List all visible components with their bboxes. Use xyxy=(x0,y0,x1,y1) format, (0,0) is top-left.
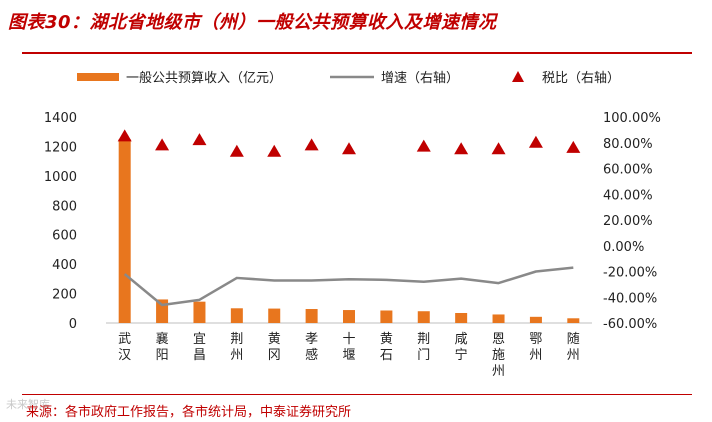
left-tick-label: 600 xyxy=(52,229,77,244)
category-label: 恩施州 xyxy=(492,332,505,379)
growth-line xyxy=(123,266,574,307)
right-tick-label: -40.00% xyxy=(603,291,657,306)
right-tick-label: 100.00% xyxy=(603,111,661,126)
left-tick-label: 1000 xyxy=(44,170,77,185)
bar xyxy=(268,308,281,323)
bar xyxy=(417,311,430,323)
category-label: 荆州 xyxy=(230,331,243,363)
tax-ratio-marker xyxy=(416,139,431,152)
tax-ratio-marker xyxy=(566,140,581,153)
bar xyxy=(230,308,243,323)
watermark: 未来智库 xyxy=(6,398,50,411)
left-tick-label: 1200 xyxy=(44,140,77,155)
tax-ratio-marker xyxy=(342,142,356,155)
source-divider xyxy=(22,394,692,395)
category-label: 孝感 xyxy=(305,332,318,363)
title-bar xyxy=(22,18,692,54)
bar xyxy=(305,309,318,323)
left-tick-label: 200 xyxy=(52,288,77,303)
tax-ratio-marker xyxy=(267,144,282,157)
bar xyxy=(529,316,542,323)
tax-ratio-marker xyxy=(528,135,543,148)
right-tick-label: 60.00% xyxy=(603,163,653,178)
right-tick-label: 20.00% xyxy=(603,214,653,229)
tax-ratio-marker xyxy=(454,142,469,155)
right-tick-label: 0.00% xyxy=(603,240,644,255)
category-label: 襄阳 xyxy=(156,331,169,363)
legend-label-bar: 一般公共预算收入（亿元） xyxy=(126,70,282,86)
left-tick-label: 400 xyxy=(52,258,77,273)
bar xyxy=(380,310,393,323)
category-label: 随州 xyxy=(567,332,580,363)
tax-ratio-marker xyxy=(304,138,319,151)
right-tick-label: 40.00% xyxy=(603,188,653,203)
category-label: 荆门 xyxy=(417,331,430,363)
left-tick-label: 0 xyxy=(69,317,77,332)
tax-ratio-marker xyxy=(229,144,244,157)
right-tick-label: -20.00% xyxy=(603,266,657,281)
category-label: 十堰 xyxy=(342,332,355,363)
bar xyxy=(455,312,468,323)
category-label: 武汉 xyxy=(118,332,131,363)
category-label: 黄石 xyxy=(380,332,393,363)
bar xyxy=(492,314,505,323)
category-label: 鄂州 xyxy=(529,332,542,363)
right-tick-label: -60.00% xyxy=(603,317,657,332)
tax-ratio-marker xyxy=(155,138,170,151)
legend-swatch-marker xyxy=(512,71,524,82)
left-tick-label: 1400 xyxy=(44,111,77,126)
left-tick-label: 800 xyxy=(52,199,77,214)
bar xyxy=(343,310,355,323)
legend-label-line: 增速（右轴） xyxy=(381,71,459,86)
bar xyxy=(118,139,131,323)
right-tick-label: 80.00% xyxy=(603,137,653,152)
bar xyxy=(193,301,206,323)
tax-ratio-marker xyxy=(491,142,506,155)
legend-label-marker: 税比（右轴） xyxy=(542,71,620,86)
bar xyxy=(567,318,580,323)
legend-swatch-bar xyxy=(77,73,119,81)
source-note: 来源：各市政府工作报告，各市统计局，中泰证券研究所 xyxy=(26,405,352,420)
chart-title: 图表30：湖北省地级市（州）一般公共预算收入及增速情况 xyxy=(8,12,497,33)
tax-ratio-marker xyxy=(117,129,132,142)
category-label: 宜昌 xyxy=(193,332,206,363)
tax-ratio-marker xyxy=(192,133,207,146)
category-label: 黄冈 xyxy=(268,332,281,363)
category-label: 咸宁 xyxy=(455,332,468,363)
